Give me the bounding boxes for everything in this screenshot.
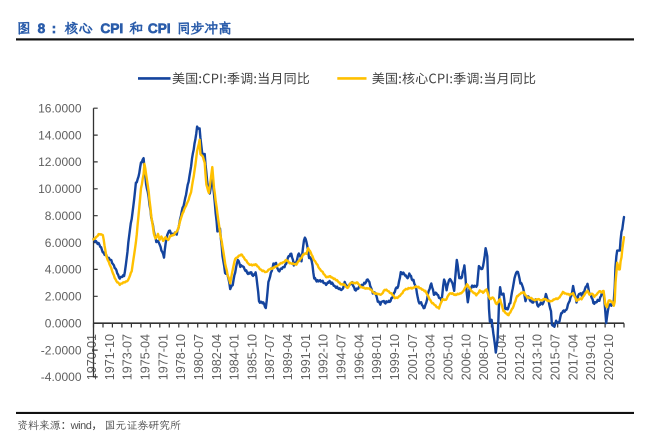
- svg-text:1998-01: 1998-01: [370, 334, 384, 380]
- svg-text:2005-01: 2005-01: [442, 334, 456, 380]
- svg-text:2013-10: 2013-10: [531, 334, 545, 380]
- svg-text:1970-01: 1970-01: [85, 334, 99, 380]
- svg-text:2012-01: 2012-01: [513, 334, 527, 380]
- svg-text:1992-10: 1992-10: [317, 334, 331, 380]
- svg-text:1987-07: 1987-07: [263, 334, 277, 380]
- svg-text:-4.0000: -4.0000: [41, 370, 82, 384]
- svg-text:2003-04: 2003-04: [424, 334, 438, 380]
- svg-text:0.0000: 0.0000: [45, 316, 82, 330]
- svg-text:1977-01: 1977-01: [156, 334, 170, 380]
- svg-text:1980-07: 1980-07: [192, 334, 206, 380]
- svg-text:2017-04: 2017-04: [566, 334, 580, 380]
- svg-text:2019-01: 2019-01: [584, 334, 598, 380]
- svg-text:1982-04: 1982-04: [210, 334, 224, 380]
- svg-text:1991-01: 1991-01: [299, 334, 313, 380]
- svg-text:2020-10: 2020-10: [602, 334, 616, 380]
- svg-text:16.0000: 16.0000: [38, 101, 82, 115]
- svg-text:1994-07: 1994-07: [335, 334, 349, 380]
- svg-text:1989-04: 1989-04: [281, 334, 295, 380]
- svg-text:1978-10: 1978-10: [174, 334, 188, 380]
- svg-text:4.0000: 4.0000: [45, 263, 82, 277]
- svg-text:-2.0000: -2.0000: [41, 343, 82, 357]
- svg-text:2.0000: 2.0000: [45, 290, 82, 304]
- svg-text:2015-07: 2015-07: [548, 334, 562, 380]
- svg-text:1971-10: 1971-10: [103, 334, 117, 380]
- svg-text:1984-01: 1984-01: [228, 334, 242, 380]
- svg-text:1973-07: 1973-07: [121, 334, 135, 380]
- svg-text:1975-04: 1975-04: [139, 334, 153, 380]
- svg-text:2001-07: 2001-07: [406, 334, 420, 380]
- svg-text:6.0000: 6.0000: [45, 236, 82, 250]
- svg-text:2010-04: 2010-04: [495, 334, 509, 380]
- svg-text:2006-10: 2006-10: [459, 334, 473, 380]
- svg-text:10.0000: 10.0000: [38, 182, 82, 196]
- svg-text:1996-04: 1996-04: [352, 334, 366, 380]
- svg-text:1999-10: 1999-10: [388, 334, 402, 380]
- svg-text:2008-07: 2008-07: [477, 334, 491, 380]
- svg-text:12.0000: 12.0000: [38, 155, 82, 169]
- svg-text:14.0000: 14.0000: [38, 128, 82, 142]
- svg-text:1985-10: 1985-10: [245, 334, 259, 380]
- svg-text:8.0000: 8.0000: [45, 209, 82, 223]
